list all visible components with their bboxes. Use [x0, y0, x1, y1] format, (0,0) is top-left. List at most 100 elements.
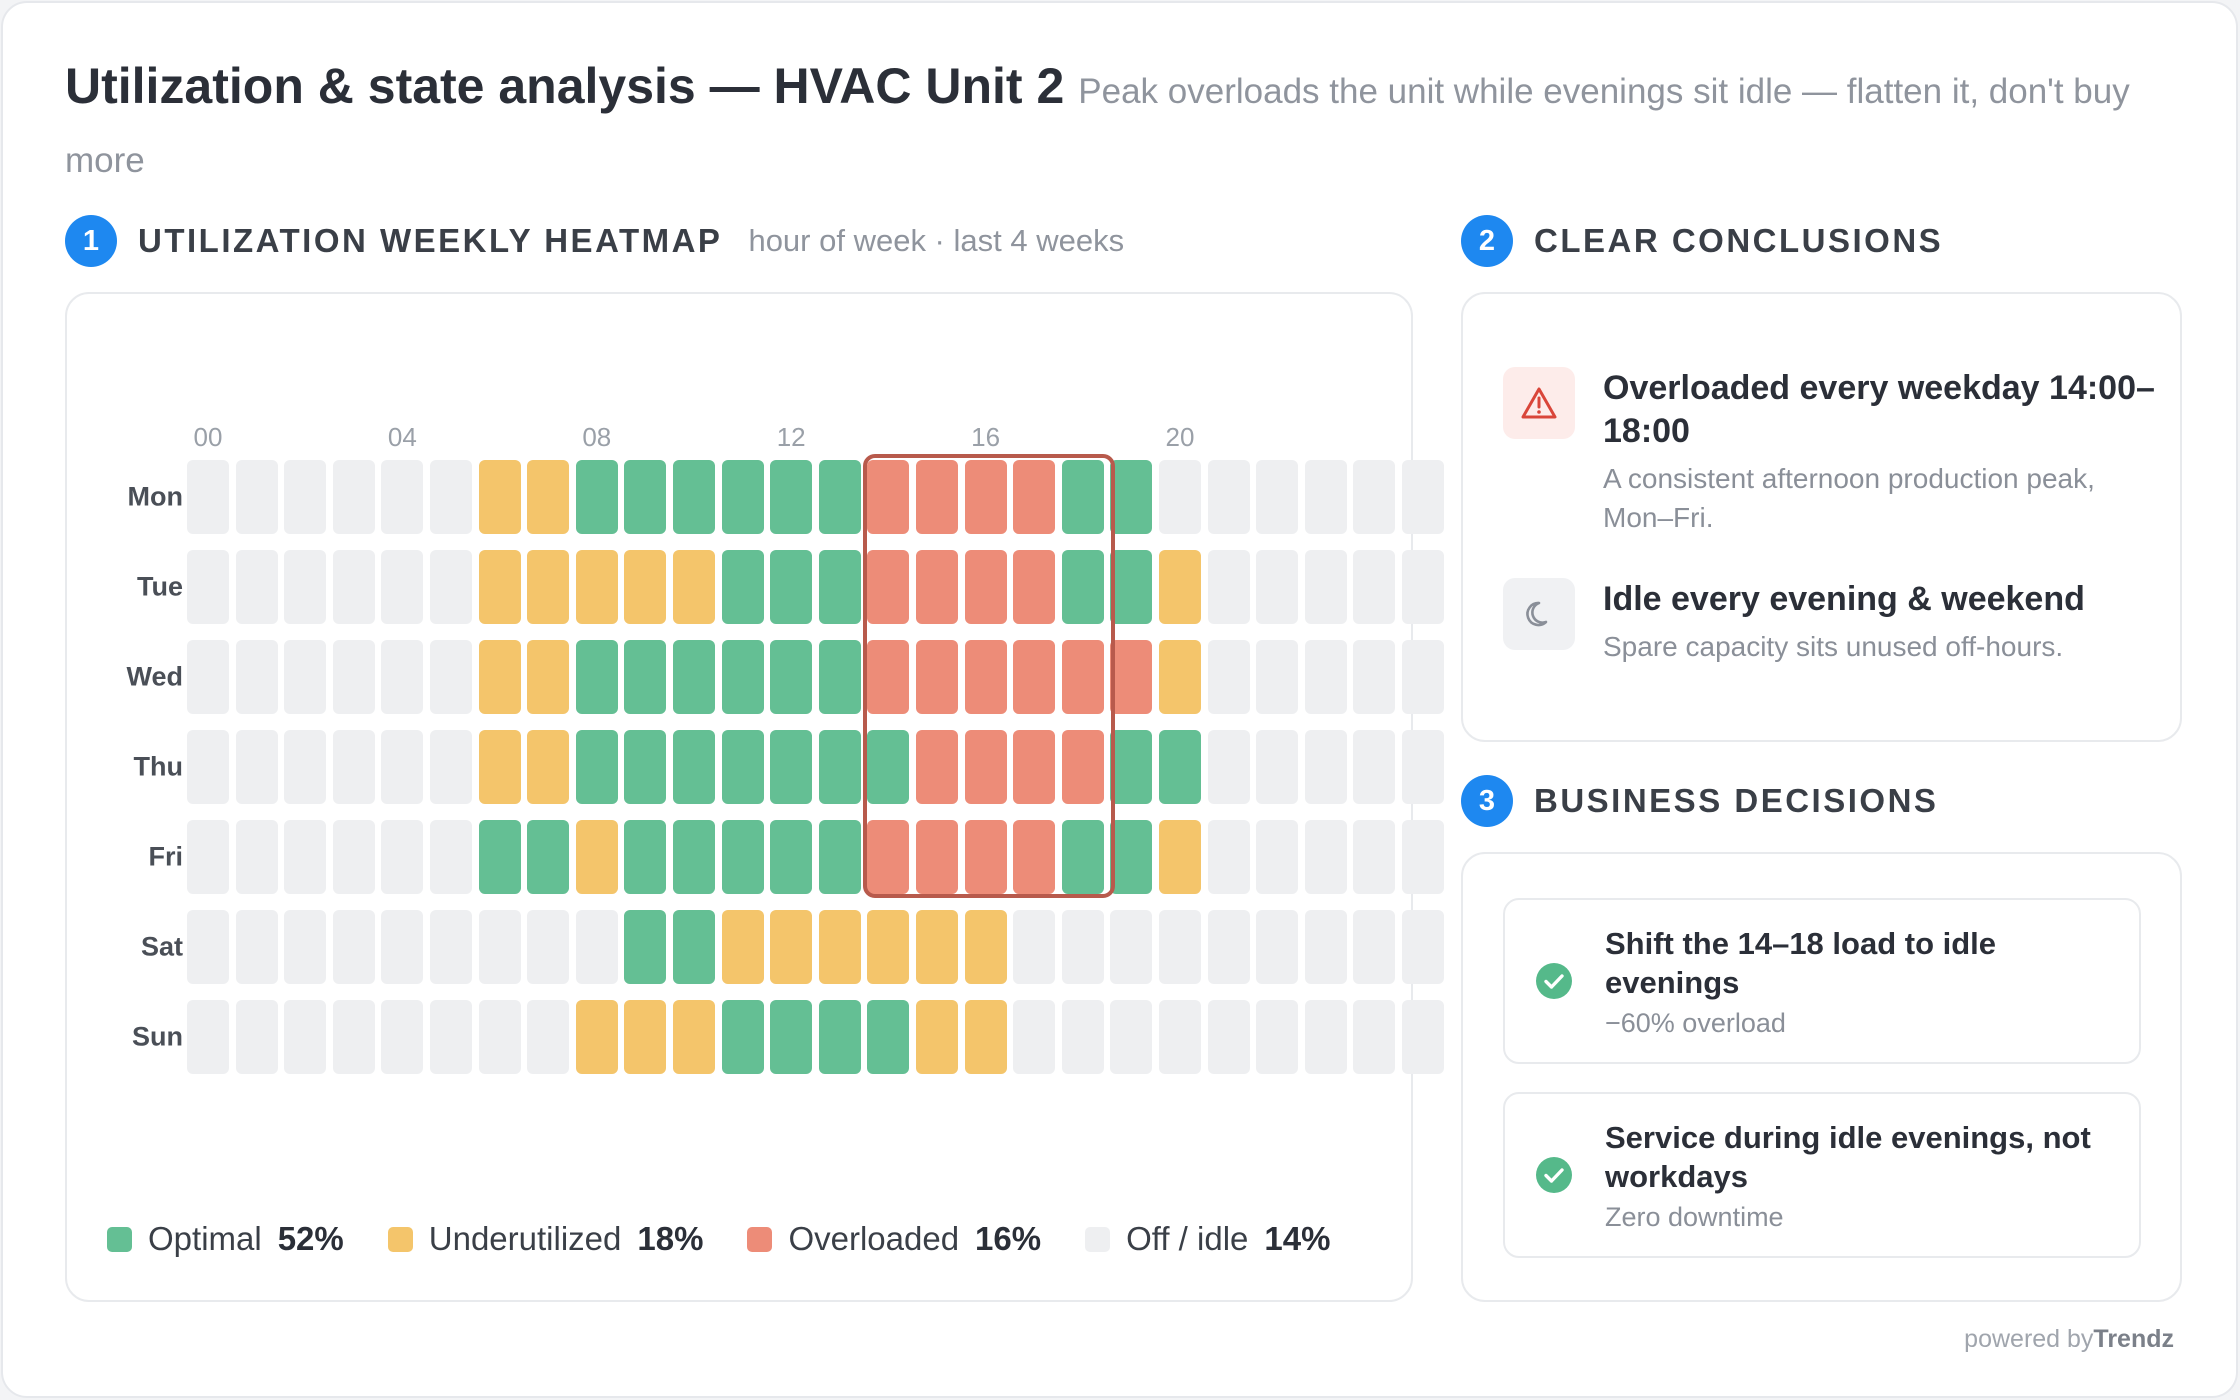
heatmap-cell-optimal [721, 460, 764, 534]
heatmap-cell-off [187, 460, 229, 534]
page-title: Utilization & state analysis — HVAC Unit… [65, 58, 1065, 114]
heatmap-cell-overloaded [867, 550, 910, 624]
heatmap-cell-optimal [673, 640, 715, 714]
hour-tick-label: 04 [387, 422, 417, 452]
heatmap-cell-overloaded [867, 640, 910, 714]
conclusion-description: Spare capacity sits unused off-hours. [1603, 631, 2064, 662]
heatmap-cell-optimal [770, 730, 813, 804]
heatmap-cell-optimal [1110, 820, 1153, 894]
heatmap-cell-off [430, 820, 472, 894]
heatmap-cell-off [1013, 1000, 1056, 1074]
heatmap-cell-off [1256, 550, 1299, 624]
heatmap-cell-underutilized [478, 550, 521, 624]
heatmap-cell-underutilized [673, 550, 715, 624]
heatmap-cell-optimal [575, 730, 618, 804]
heatmap-cell-overloaded [1110, 640, 1153, 714]
heatmap-cell-off [1256, 640, 1299, 714]
heatmap-cell-overloaded [1013, 550, 1056, 624]
powered-by-footer: powered byTrendz [1964, 1325, 2174, 1354]
heatmap-cell-optimal [624, 640, 667, 714]
heatmap-cell-optimal [673, 460, 715, 534]
heatmap-cell-optimal [818, 820, 861, 894]
heatmap-cell-underutilized [964, 910, 1007, 984]
legend-swatch [1085, 1226, 1111, 1252]
heatmap-cell-off [235, 820, 278, 894]
heatmap-cell-underutilized [478, 460, 521, 534]
heatmap-cell-optimal [770, 550, 813, 624]
conclusion-description: A consistent afternoon production peak, … [1603, 463, 2095, 533]
decision-note: −60% overload [1605, 1007, 1786, 1038]
heatmap-cell-overloaded [916, 730, 958, 804]
heatmap-cell-off [332, 550, 375, 624]
heatmap-cell-off [235, 550, 278, 624]
heatmap-cell-underutilized [770, 910, 813, 984]
heatmap-cell-off [1207, 550, 1250, 624]
heatmap-cell-overloaded [964, 640, 1007, 714]
footer-prefix: powered by [1964, 1325, 2094, 1353]
heatmap-cell-off [430, 730, 472, 804]
legend-label: Off / idle [1126, 1220, 1249, 1257]
section-title: UTILIZATION WEEKLY HEATMAP [138, 222, 723, 259]
heatmap-cell-off [1402, 460, 1444, 534]
heatmap-cell-overloaded [1013, 640, 1056, 714]
heatmap-cell-off [430, 550, 472, 624]
heatmap-cell-off [235, 730, 278, 804]
decision-title: Service during idle evenings, not workda… [1605, 1119, 2091, 1194]
heatmap-cell-off [478, 1000, 521, 1074]
heatmap-cell-off [381, 460, 424, 534]
heatmap-cell-underutilized [721, 910, 764, 984]
heatmap-cell-off [284, 640, 327, 714]
heatmap-cell-optimal [673, 730, 715, 804]
heatmap-cell-off [284, 1000, 327, 1074]
heatmap-cell-off [1207, 910, 1250, 984]
heatmap-cell-off [1256, 910, 1299, 984]
heatmap-cell-off [1207, 730, 1250, 804]
heatmap-cell-optimal [624, 820, 667, 894]
heatmap-cell-optimal [818, 1000, 861, 1074]
heatmap-cell-off [1353, 460, 1396, 534]
heatmap-cell-off [1304, 460, 1347, 534]
heatmap-cell-off [1256, 460, 1299, 534]
heatmap-cell-off [332, 640, 375, 714]
check-circle-icon [1536, 963, 1572, 999]
heatmap-cell-optimal [770, 1000, 813, 1074]
heatmap-section-header: 1 UTILIZATION WEEKLY HEATMAP hour of wee… [65, 213, 1124, 269]
heatmap-cell-overloaded [1013, 820, 1056, 894]
heatmap-cell-off [1159, 910, 1201, 984]
legend-swatch [107, 1226, 132, 1252]
heatmap-cell-optimal [721, 550, 764, 624]
heatmap-cell-off [1207, 1000, 1250, 1074]
heatmap-cell-off [1353, 550, 1396, 624]
heatmap-cell-overloaded [916, 640, 958, 714]
heatmap-cell-off [1304, 820, 1347, 894]
heatmap-cell-off [284, 550, 327, 624]
heatmap-cell-off [430, 1000, 472, 1074]
heatmap-cell-off [1207, 640, 1250, 714]
heatmap-cell-overloaded [1013, 460, 1056, 534]
heatmap-cell-off [1110, 910, 1153, 984]
heatmap-cell-optimal [721, 640, 764, 714]
heatmap-cell-off [478, 910, 521, 984]
heatmap-cell-overloaded [867, 460, 910, 534]
legend-value: 14% [1264, 1220, 1331, 1257]
heatmap-cell-optimal [818, 640, 861, 714]
heatmap-card: 00 04 08 12 16 20 Mon Tue Wed Thu Fri Sat Sun Optim… [65, 292, 1444, 1302]
heatmap-cell-optimal [770, 820, 813, 894]
heatmap-cell-off [1353, 820, 1396, 894]
heatmap-cell-off [1402, 1000, 1444, 1074]
conclusion-title: Overloaded every weekday 14:00–18:00 [1603, 369, 2155, 450]
heatmap-cell-underutilized [527, 730, 570, 804]
heatmap-cell-off [1256, 730, 1299, 804]
heatmap-cell-off [381, 820, 424, 894]
heatmap-cell-off [1207, 460, 1250, 534]
heatmap-cell-overloaded [964, 820, 1007, 894]
heatmap-cell-underutilized [478, 640, 521, 714]
heatmap-cell-off [235, 1000, 278, 1074]
heatmap-cell-optimal [575, 460, 618, 534]
legend-swatch [387, 1226, 413, 1252]
heatmap-cell-optimal [770, 640, 813, 714]
section-title: BUSINESS DECISIONS [1534, 782, 1939, 819]
heatmap-cell-off [527, 910, 570, 984]
heatmap-cell-off [187, 730, 229, 804]
heatmap-cell-optimal [721, 820, 764, 894]
